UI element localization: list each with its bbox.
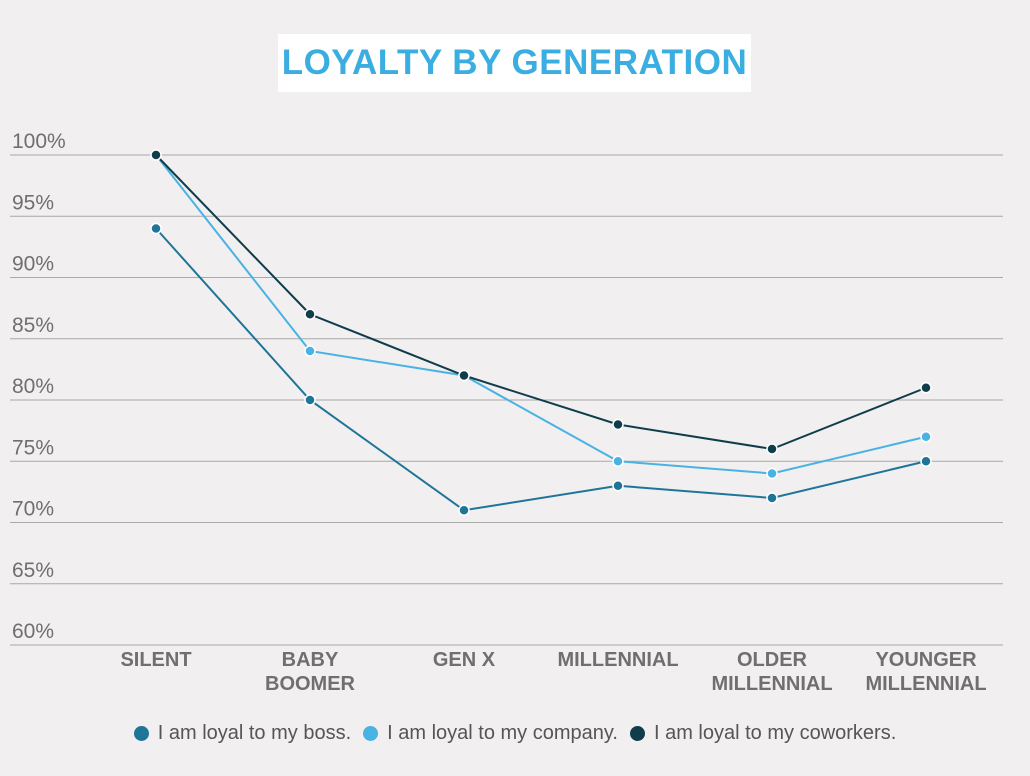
legend-dot-company	[363, 725, 379, 741]
data-point	[150, 222, 162, 235]
series-line	[155, 227, 927, 512]
legend-label-boss: I am loyal to my boss.	[157, 721, 352, 744]
data-point	[920, 455, 932, 467]
x-tick-label: BOOMER	[265, 673, 356, 695]
y-tick-label: 100%	[12, 130, 66, 153]
x-tick-label: YOUNGER	[875, 649, 977, 671]
data-point	[766, 492, 778, 504]
legend-label-coworkers: I am loyal to my coworkers.	[653, 721, 897, 744]
legend-item-company: I am loyal to my company.	[363, 722, 618, 745]
y-tick-label: 90%	[12, 253, 54, 276]
legend-label-company: I am loyal to my company.	[387, 721, 618, 744]
y-tick-label: 85%	[12, 314, 54, 337]
chart-title: LOYALTY BY GENERATION	[281, 43, 748, 82]
x-tick-label: GEN X	[433, 649, 496, 671]
x-tick-label: MILLENNIAL	[865, 673, 986, 695]
y-tick-label: 65%	[12, 559, 54, 582]
y-tick-label: 75%	[12, 436, 54, 459]
y-tick-label: 60%	[12, 620, 54, 643]
data-point	[458, 369, 470, 382]
x-tick-label: OLDER	[737, 649, 808, 671]
legend-dot-coworkers	[629, 725, 645, 741]
y-tick-label: 80%	[12, 375, 54, 398]
x-tick-label: SILENT	[120, 649, 191, 671]
data-point	[920, 382, 932, 394]
data-point	[612, 480, 624, 492]
y-tick-label: 95%	[12, 191, 54, 214]
x-tick-label: MILLENNIAL	[711, 673, 832, 695]
series-line	[155, 154, 927, 475]
data-point	[304, 345, 316, 357]
data-point	[612, 455, 624, 467]
x-tick-label: MILLENNIAL	[557, 649, 678, 671]
legend: I am loyal to my boss. I am loyal to my …	[0, 718, 1030, 748]
data-point	[304, 308, 316, 320]
legend-dot-boss	[133, 725, 149, 741]
data-point	[458, 504, 470, 516]
data-point	[150, 149, 162, 161]
series-line	[155, 154, 927, 451]
legend-item-boss: I am loyal to my boss.	[133, 721, 352, 745]
data-point	[766, 467, 778, 480]
x-tick-label: BABY	[282, 649, 339, 671]
data-point	[920, 431, 932, 443]
legend-item-coworkers: I am loyal to my coworkers.	[629, 721, 897, 745]
chart-title-box: LOYALTY BY GENERATION	[278, 34, 751, 92]
data-point	[612, 418, 624, 431]
data-point	[766, 443, 778, 455]
y-tick-label: 70%	[12, 498, 54, 521]
data-point	[304, 394, 316, 406]
